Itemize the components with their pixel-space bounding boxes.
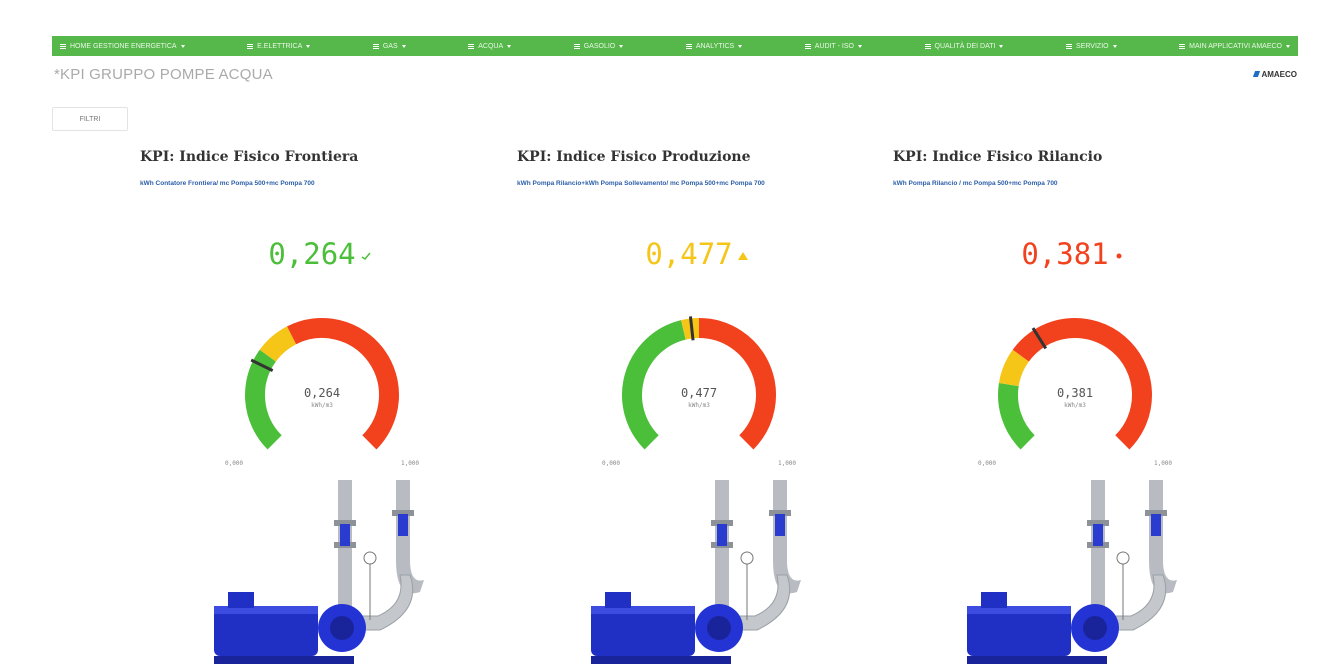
gauge-band bbox=[268, 335, 292, 355]
pump-illustration bbox=[587, 480, 807, 670]
gauge-band bbox=[1009, 356, 1021, 385]
kpi-subtitle: kWh Pompa Rilancio / mc Pompa 500+mc Pom… bbox=[893, 175, 1213, 192]
page-title: *KPI GRUPPO POMPE ACQUA bbox=[54, 66, 273, 83]
icon-dot bbox=[1116, 254, 1121, 259]
gauge-center-value: 0,264 bbox=[304, 386, 340, 400]
gauge-unit: kWh/m3 bbox=[311, 402, 333, 409]
gauge-band bbox=[632, 330, 683, 443]
page: KPI {"nav": {"items": ["HOME GESTIONE EN… bbox=[0, 0, 1333, 670]
status-icon bbox=[737, 250, 749, 262]
filter-button[interactable]: FILTRI bbox=[52, 107, 128, 131]
kpi-title: KPI: Indice Fisico Rilancio bbox=[893, 149, 1102, 165]
kpi-title: KPI: Indice Fisico Produzione bbox=[517, 149, 751, 165]
nav-bar: HOME GESTIONE ENERGETICA E.ELETTRICA GAS AC… bbox=[52, 36, 1298, 56]
gauge-band bbox=[1008, 385, 1028, 443]
gauge-max-label: 1,000 bbox=[778, 460, 796, 467]
kpi-card: KPI: Indice Fisico Produzione kWh Pompa R… bbox=[517, 145, 877, 670]
gauge-max-label: 1,000 bbox=[1154, 460, 1172, 467]
icon-triangle bbox=[738, 252, 748, 260]
nav-item[interactable]: MAIN APPLICATIVI AMAECO bbox=[1179, 43, 1290, 50]
status-icon bbox=[1113, 250, 1125, 262]
nav-item[interactable]: E.ELETTRICA bbox=[247, 43, 310, 50]
kpi-subtitle: kWh Pompa Rilancio+kWh Pompa Sollevament… bbox=[517, 175, 837, 192]
nav-item[interactable]: GAS bbox=[373, 43, 406, 50]
pump-drawing bbox=[591, 480, 801, 664]
gauge-min-label: 0,000 bbox=[602, 460, 620, 467]
gauge-center-value: 0,381 bbox=[1057, 386, 1093, 400]
kpi-card: KPI: Indice Fisico Rilancio kWh Pompa Ril… bbox=[893, 145, 1253, 670]
gauge-unit: kWh/m3 bbox=[1064, 402, 1086, 409]
logo: AMAECO bbox=[1254, 70, 1297, 79]
icon-check bbox=[362, 253, 370, 259]
nav-item[interactable]: SERVIZIO bbox=[1066, 43, 1117, 50]
pump-illustration bbox=[210, 480, 430, 670]
gauge-unit: kWh/m3 bbox=[688, 402, 710, 409]
nav-item[interactable]: ACQUA bbox=[468, 43, 511, 50]
kpi-subtitle: kWh Contatore Frontiera/ mc Pompa 500+mc… bbox=[140, 175, 460, 192]
pump-drawing bbox=[967, 480, 1177, 664]
nav-item[interactable]: ANALYTICS bbox=[686, 43, 742, 50]
kpi-card: KPI: Indice Fisico Frontiera kWh Contator… bbox=[140, 145, 500, 670]
nav-item[interactable]: AUDIT - ISO bbox=[805, 43, 862, 50]
nav-item[interactable]: HOME GESTIONE ENERGETICA bbox=[60, 43, 185, 50]
kpi-value: 0,381 bbox=[993, 237, 1153, 271]
gauge-min-label: 0,000 bbox=[225, 460, 243, 467]
pump-drawing bbox=[214, 480, 424, 664]
kpi-value: 0,264 bbox=[240, 237, 400, 271]
status-icon bbox=[360, 250, 372, 262]
gauge-center-value: 0,477 bbox=[681, 386, 717, 400]
pump-illustration bbox=[963, 480, 1183, 670]
nav-item[interactable]: GASOLIO bbox=[574, 43, 624, 50]
gauge-min-label: 0,000 bbox=[978, 460, 996, 467]
gauge-max-label: 1,000 bbox=[401, 460, 419, 467]
kpi-title: KPI: Indice Fisico Frontiera bbox=[140, 149, 358, 165]
body: HOME GESTIONE ENERGETICA E.ELETTRICA GAS AC… bbox=[0, 0, 1333, 670]
kpi-value: 0,477 bbox=[617, 237, 777, 271]
dashboard: HOME GESTIONE ENERGETICA E.ELETTRICA GAS AC… bbox=[0, 0, 1333, 670]
nav-item[interactable]: QUALITÀ DEI DATI bbox=[925, 43, 1004, 50]
